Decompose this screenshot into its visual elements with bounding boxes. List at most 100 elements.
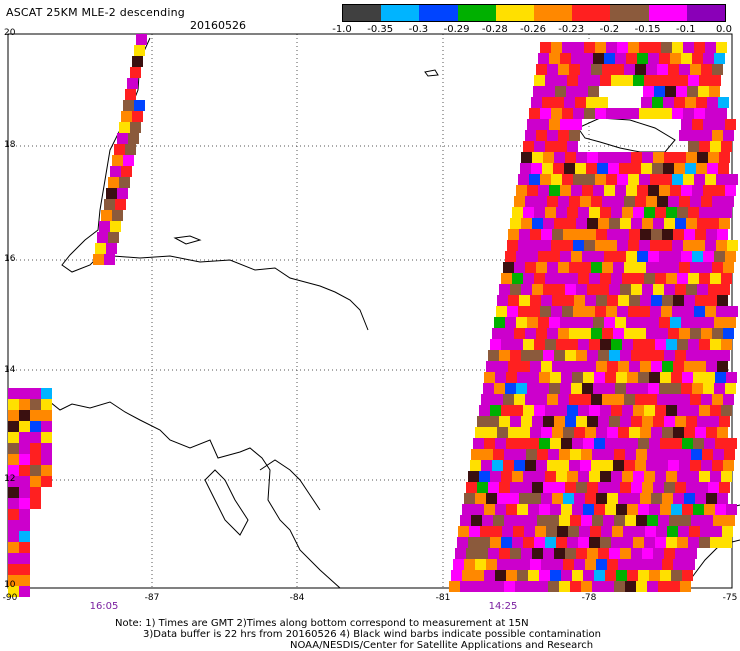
wind-cell [580, 64, 591, 75]
wind-cell [635, 394, 646, 405]
wind-cell [689, 526, 700, 537]
wind-cell [660, 372, 671, 383]
wind-cell [519, 229, 530, 240]
wind-cell [723, 262, 734, 273]
wind-cell [715, 504, 726, 515]
wind-cell [30, 388, 41, 399]
wind-cell [646, 328, 657, 339]
wind-cell [585, 229, 596, 240]
wind-cell [686, 548, 697, 559]
wind-cell [30, 399, 41, 410]
wind-cell [471, 581, 482, 592]
wind-cell [471, 449, 482, 460]
wind-cell [533, 86, 544, 97]
wind-cell [606, 306, 617, 317]
wind-cell [666, 471, 677, 482]
wind-cell [591, 460, 602, 471]
wind-cell [633, 273, 644, 284]
wind-cell [134, 100, 145, 111]
wind-cell [721, 537, 732, 548]
wind-cell [662, 427, 673, 438]
wind-cell [561, 438, 572, 449]
wind-cell [534, 537, 545, 548]
wind-cell [722, 526, 733, 537]
wind-cell [688, 537, 699, 548]
wind-cell [639, 306, 650, 317]
wind-cell [609, 548, 620, 559]
wind-cell [651, 427, 662, 438]
wind-cell [595, 108, 606, 119]
wind-cell [642, 284, 653, 295]
wind-cell [453, 559, 464, 570]
wind-cell [706, 229, 717, 240]
wind-cell [637, 383, 648, 394]
wind-cell [677, 471, 688, 482]
wind-cell [721, 471, 732, 482]
wind-cell [651, 559, 662, 570]
wind-cell [521, 482, 532, 493]
wind-cell [540, 174, 551, 185]
wind-cell [705, 108, 716, 119]
wind-cell [130, 122, 141, 133]
wind-cell [609, 218, 620, 229]
wind-cell [486, 427, 497, 438]
wind-cell [475, 493, 486, 504]
color-scale-swatch [686, 5, 726, 21]
wind-cell [704, 372, 715, 383]
wind-cell [648, 251, 659, 262]
wind-cell [677, 537, 688, 548]
wind-cell [464, 493, 475, 504]
wind-cell [565, 350, 576, 361]
wind-cell [523, 207, 534, 218]
wind-cell [640, 559, 651, 570]
wind-cell [668, 394, 679, 405]
wind-cell [661, 108, 672, 119]
wind-cell [541, 493, 552, 504]
wind-cell [600, 207, 611, 218]
wind-cell [95, 243, 106, 254]
wind-cell [644, 75, 655, 86]
wind-cell [624, 460, 635, 471]
wind-cell [685, 97, 696, 108]
wind-cell [130, 67, 141, 78]
wind-cell [609, 416, 620, 427]
wind-cell [587, 548, 598, 559]
wind-cell [455, 548, 466, 559]
wind-cell [41, 421, 52, 432]
wind-cell [659, 383, 670, 394]
wind-cell [642, 416, 653, 427]
lat-label: 20 [4, 28, 16, 38]
wind-cell [506, 372, 517, 383]
wind-cell [626, 317, 637, 328]
wind-cell [519, 427, 530, 438]
wind-cell [490, 339, 501, 350]
wind-cell [579, 526, 590, 537]
wind-cell [556, 141, 567, 152]
wind-cell [41, 410, 52, 421]
wind-cell [567, 537, 578, 548]
wind-cell [679, 196, 690, 207]
wind-cell [528, 438, 539, 449]
wind-cell [626, 53, 637, 64]
wind-cell [572, 570, 583, 581]
wind-cell [714, 185, 725, 196]
wind-cell [639, 42, 650, 53]
wind-cell [551, 108, 562, 119]
wind-cell [136, 34, 147, 45]
wind-cell [506, 438, 517, 449]
wind-cell [633, 471, 644, 482]
wind-cell [534, 207, 545, 218]
wind-cell [703, 119, 714, 130]
wind-cell [561, 504, 572, 515]
wind-cell [536, 130, 547, 141]
wind-cell [653, 284, 664, 295]
wind-cell [592, 449, 603, 460]
wind-cell [574, 295, 585, 306]
wind-cell [624, 262, 635, 273]
wind-cell [695, 427, 706, 438]
wind-cell [622, 75, 633, 86]
wind-cell [592, 581, 603, 592]
wind-cell [582, 185, 593, 196]
wind-cell [577, 86, 588, 97]
